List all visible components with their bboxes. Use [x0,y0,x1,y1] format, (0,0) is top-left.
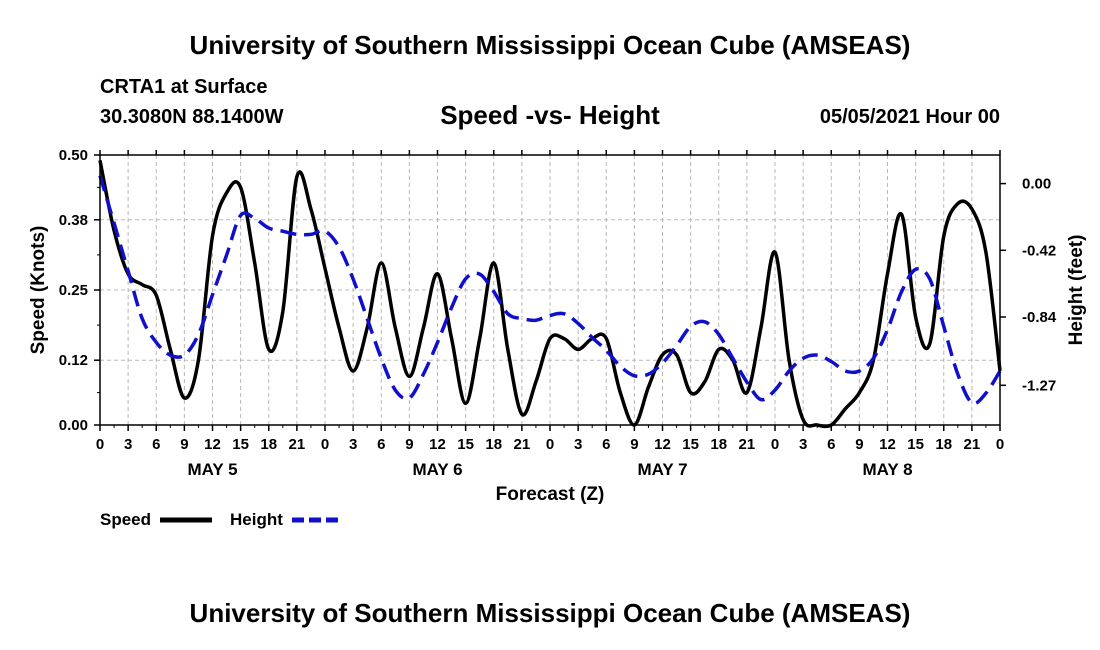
x-tick-label: 9 [630,436,638,453]
x-tick-label: 3 [349,436,357,453]
x-tick-label: 18 [710,436,727,453]
x-tick-label: 6 [827,436,835,453]
day-label: MAY 8 [862,460,912,479]
x-tick-label: 12 [654,436,671,453]
y-tick-label: 0.12 [59,352,88,369]
y-tick-label: 0.50 [59,147,88,164]
x-tick-label: 9 [855,436,863,453]
y-axis-label: Speed (Knots) [28,226,49,355]
x-tick-label: 3 [574,436,582,453]
x-tick-label: 15 [232,436,249,453]
day-label: MAY 7 [637,460,687,479]
x-tick-label: 0 [996,436,1004,453]
height-series-line [98,175,1002,406]
x-tick-label: 18 [260,436,277,453]
x-tick-label: 3 [799,436,807,453]
x-axis-label: Forecast (Z) [496,484,605,505]
x-tick-label: 15 [457,436,474,453]
y2-tick-label: -0.42 [1022,242,1056,259]
coordinates-label: 30.3080N 88.1400W [100,106,284,128]
y-tick-label: 0.25 [59,282,88,299]
legend-label-height: Height [230,510,283,529]
y2-tick-label: 0.00 [1022,176,1051,193]
x-tick-label: 15 [682,436,699,453]
y2-axis-label: Height (feet) [1066,235,1087,346]
x-tick-label: 0 [546,436,554,453]
x-tick-label: 21 [289,436,306,453]
x-tick-label: 0 [321,436,329,453]
day-label: MAY 6 [412,460,462,479]
station-label: CRTA1 at Surface [100,76,268,98]
legend-label-speed: Speed [100,510,151,529]
axes: 0 3 6 9 12 15 18 21 0 3 6 9 12 15 18 21 0 3 6 9 12 15 18 21 0 3 6 9… [59,147,1057,479]
x-tick-label: 21 [739,436,756,453]
x-tick-label: 6 [377,436,385,453]
forecast-datetime: 05/05/2021 Hour 00 [819,106,1000,128]
page-title: University of Southern Mississippi Ocean… [189,30,911,60]
x-tick-label: 18 [935,436,952,453]
y-tick-label: 0.00 [59,417,88,434]
x-tick-label: 12 [429,436,446,453]
x-tick-label: 15 [907,436,924,453]
x-tick-label: 12 [204,436,221,453]
series-layer [98,160,1002,429]
x-tick-label: 9 [180,436,188,453]
x-tick-label: 3 [124,436,132,453]
x-tick-label: 9 [405,436,413,453]
x-tick-label: 0 [771,436,779,453]
chart-title: Speed -vs- Height [440,100,660,130]
x-tick-label: 21 [514,436,531,453]
x-tick-label: 6 [602,436,610,453]
x-tick-label: 6 [152,436,160,453]
footer-title: University of Southern Mississippi Ocean… [189,598,911,628]
speed-series-line [98,160,1002,429]
day-label: MAY 5 [187,460,237,479]
y2-tick-label: -1.27 [1022,377,1056,394]
y2-tick-label: -0.84 [1022,309,1057,326]
legend: Speed Height [100,510,342,529]
x-tick-label: 21 [964,436,981,453]
y-tick-label: 0.38 [59,212,88,229]
x-tick-label: 18 [485,436,502,453]
x-tick-label: 0 [96,436,104,453]
x-tick-label: 12 [879,436,896,453]
